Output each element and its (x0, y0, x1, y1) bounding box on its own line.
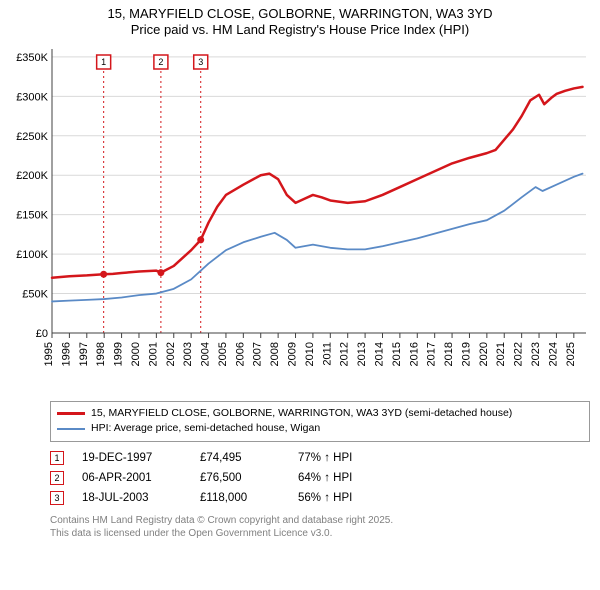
svg-text:2015: 2015 (391, 342, 403, 366)
svg-text:1999: 1999 (113, 342, 125, 366)
chart-container: 15, MARYFIELD CLOSE, GOLBORNE, WARRINGTO… (0, 0, 600, 590)
svg-text:1995: 1995 (43, 342, 55, 366)
sale-pct: 64% ↑ HPI (298, 472, 398, 484)
svg-text:2013: 2013 (356, 342, 368, 366)
sale-pct: 56% ↑ HPI (298, 492, 398, 504)
svg-text:1997: 1997 (78, 342, 90, 366)
svg-text:2005: 2005 (217, 342, 229, 366)
chart-plot-area: £0 £50K £100K £150K £200K £250K £300K £350K 1 2 3 1… (10, 45, 590, 395)
title-line-2: Price paid vs. HM Land Registry's House … (10, 22, 590, 38)
legend-swatch-blue (57, 428, 85, 430)
svg-text:£300K: £300K (16, 91, 48, 103)
sale-row: 3 18-JUL-2003 £118,000 56% ↑ HPI (50, 488, 590, 508)
svg-text:2016: 2016 (408, 342, 420, 366)
sale-row: 1 19-DEC-1997 £74,495 77% ↑ HPI (50, 448, 590, 468)
svg-text:2021: 2021 (495, 342, 507, 366)
svg-text:1: 1 (101, 57, 106, 67)
sale-marker-icon: 3 (50, 491, 64, 505)
svg-text:2018: 2018 (443, 342, 455, 366)
svg-text:£50K: £50K (22, 288, 48, 300)
chart-title: 15, MARYFIELD CLOSE, GOLBORNE, WARRINGTO… (0, 0, 600, 41)
legend-box: 15, MARYFIELD CLOSE, GOLBORNE, WARRINGTO… (50, 401, 590, 443)
sales-table: 1 19-DEC-1997 £74,495 77% ↑ HPI 2 06-APR… (50, 448, 590, 508)
svg-text:£100K: £100K (16, 249, 48, 261)
svg-text:2012: 2012 (339, 342, 351, 366)
svg-text:3: 3 (198, 57, 203, 67)
title-line-1: 15, MARYFIELD CLOSE, GOLBORNE, WARRINGTO… (10, 6, 590, 22)
svg-text:£350K: £350K (16, 51, 48, 63)
legend-label-hpi: HPI: Average price, semi-detached house,… (91, 421, 320, 437)
svg-text:2006: 2006 (234, 342, 246, 366)
svg-text:1996: 1996 (60, 342, 72, 366)
legend-swatch-red (57, 412, 85, 415)
sale-date: 06-APR-2001 (82, 472, 182, 484)
sale-price: £118,000 (200, 492, 280, 504)
svg-text:2022: 2022 (513, 342, 525, 366)
footer-attribution: Contains HM Land Registry data © Crown c… (50, 514, 590, 540)
svg-text:2001: 2001 (147, 342, 159, 366)
sale-date: 19-DEC-1997 (82, 452, 182, 464)
svg-text:2025: 2025 (565, 342, 577, 366)
svg-text:2010: 2010 (304, 342, 316, 366)
sale-marker-icon: 2 (50, 471, 64, 485)
chart-svg: £0 £50K £100K £150K £200K £250K £300K £350K 1 2 3 1… (10, 45, 590, 395)
svg-text:2009: 2009 (287, 342, 299, 366)
svg-text:2002: 2002 (165, 342, 177, 366)
sale-date: 18-JUL-2003 (82, 492, 182, 504)
svg-text:2019: 2019 (460, 342, 472, 366)
svg-text:2: 2 (158, 57, 163, 67)
svg-text:2020: 2020 (478, 342, 490, 366)
svg-text:2023: 2023 (530, 342, 542, 366)
footer-line-2: This data is licensed under the Open Gov… (50, 527, 590, 540)
svg-text:£250K: £250K (16, 130, 48, 142)
svg-text:2017: 2017 (426, 342, 438, 366)
legend-item-price-paid: 15, MARYFIELD CLOSE, GOLBORNE, WARRINGTO… (57, 406, 583, 422)
svg-text:2003: 2003 (182, 342, 194, 366)
svg-text:2007: 2007 (252, 342, 264, 366)
svg-text:£150K: £150K (16, 209, 48, 221)
sale-marker-icon: 1 (50, 451, 64, 465)
sale-price: £76,500 (200, 472, 280, 484)
sale-pct: 77% ↑ HPI (298, 452, 398, 464)
sale-price: £74,495 (200, 452, 280, 464)
svg-text:2011: 2011 (321, 342, 333, 366)
svg-text:£0: £0 (36, 328, 48, 340)
legend-item-hpi: HPI: Average price, semi-detached house,… (57, 421, 583, 437)
svg-text:2000: 2000 (130, 342, 142, 366)
footer-line-1: Contains HM Land Registry data © Crown c… (50, 514, 590, 527)
sale-row: 2 06-APR-2001 £76,500 64% ↑ HPI (50, 468, 590, 488)
svg-text:£200K: £200K (16, 170, 48, 182)
svg-text:2014: 2014 (373, 342, 385, 366)
svg-text:2024: 2024 (547, 342, 559, 366)
svg-text:1998: 1998 (95, 342, 107, 366)
svg-text:2008: 2008 (269, 342, 281, 366)
svg-text:2004: 2004 (200, 342, 212, 366)
legend-label-price-paid: 15, MARYFIELD CLOSE, GOLBORNE, WARRINGTO… (91, 406, 512, 422)
